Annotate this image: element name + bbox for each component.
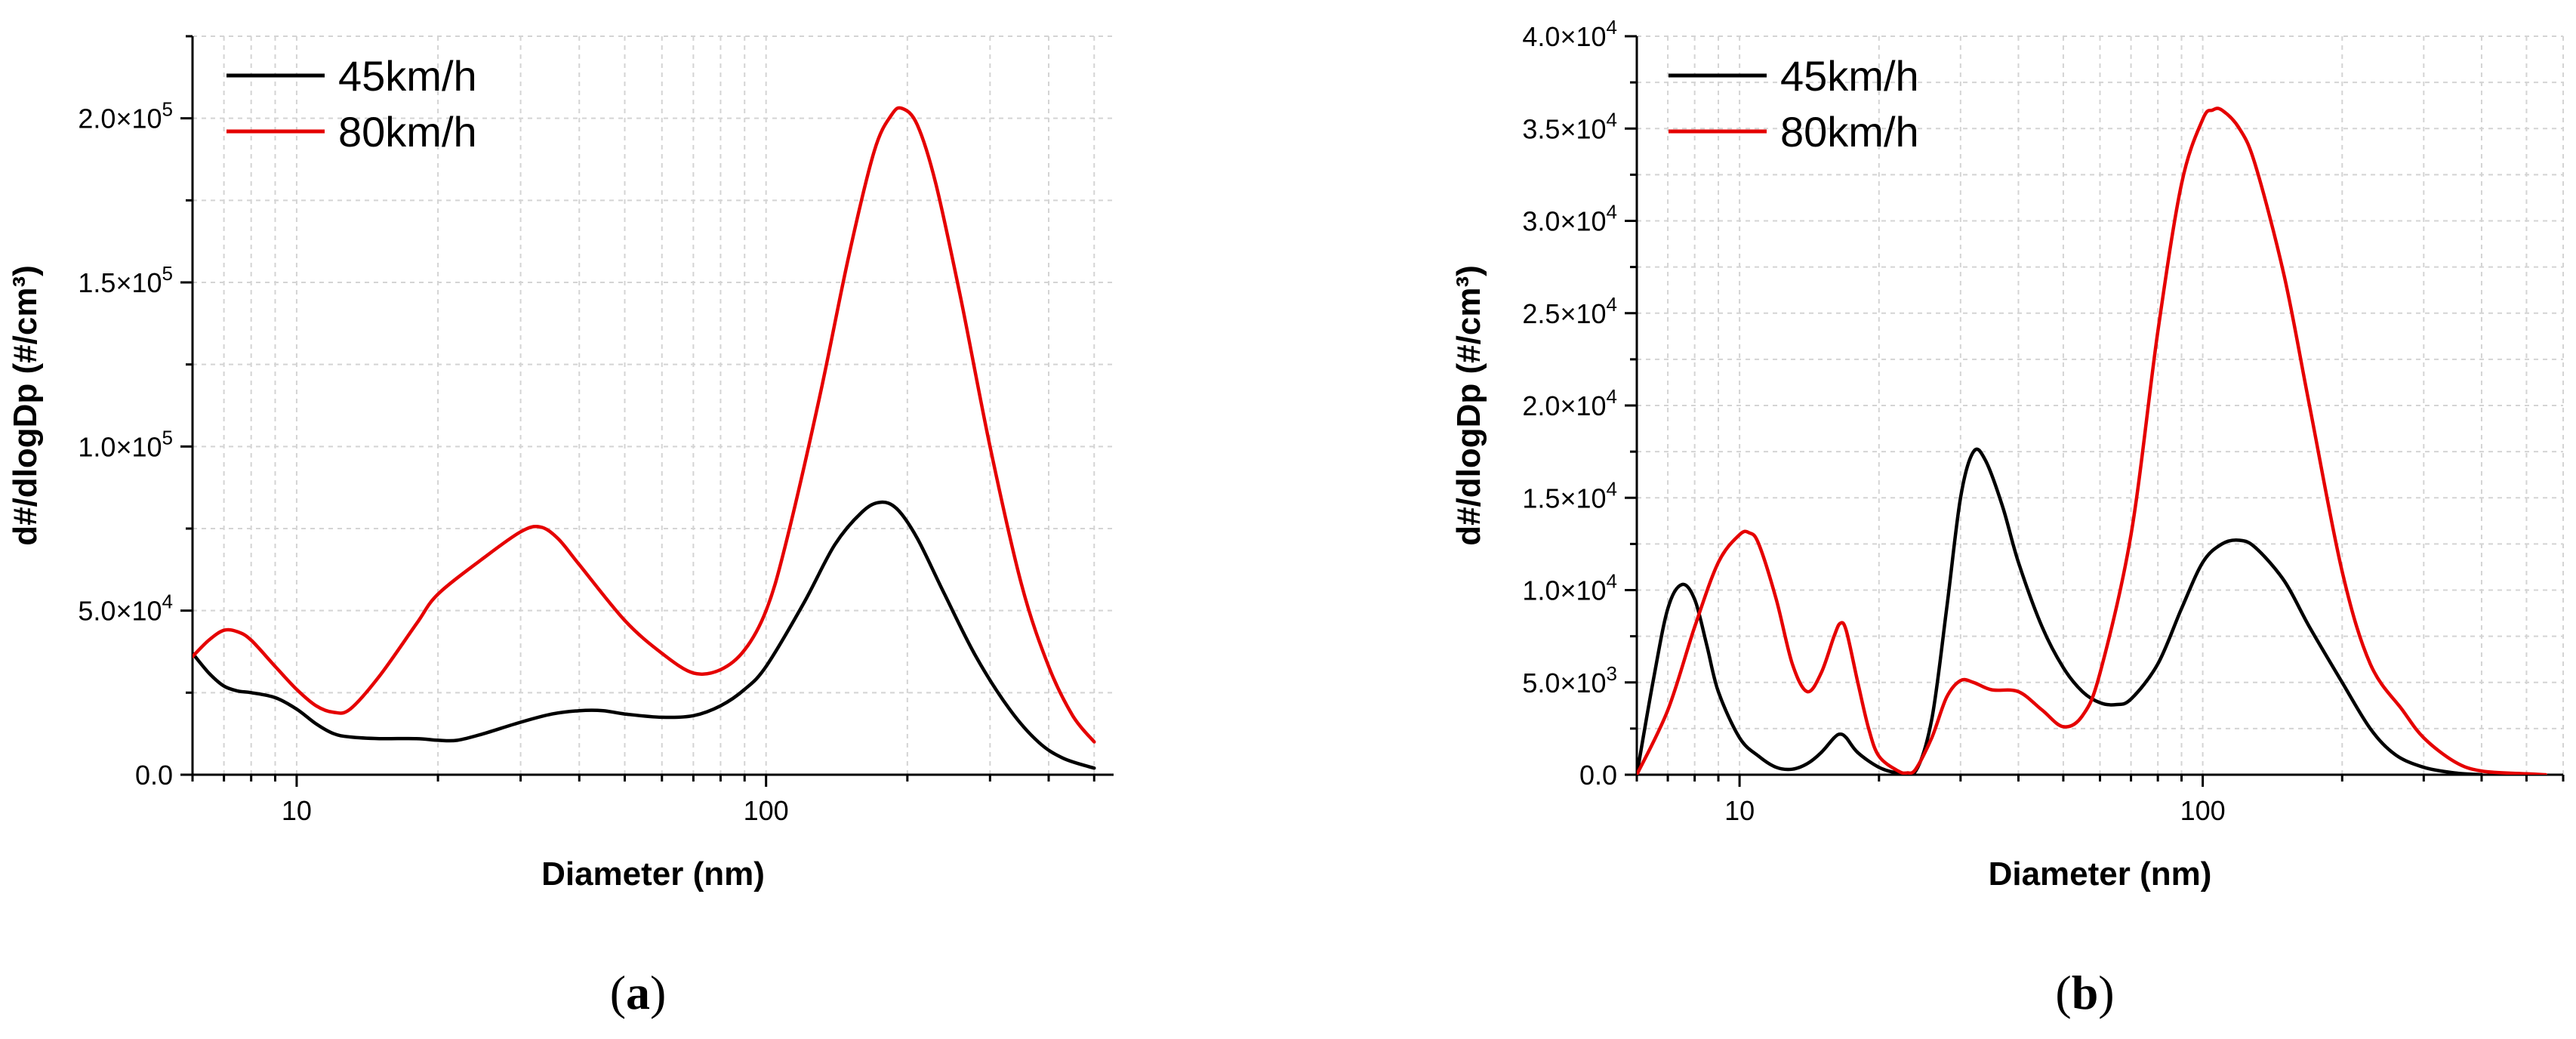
y-tick-label: 0.0 — [135, 760, 173, 791]
y-tick-label: 1.0×105 — [78, 426, 173, 462]
y-tick-label: 2.0×105 — [78, 98, 173, 134]
series-group — [1637, 106, 2548, 775]
y-tick-label: 5.0×103 — [1522, 662, 1617, 698]
panel-caption: (a) — [610, 966, 667, 1019]
legend-label: 45km/h — [1780, 52, 1919, 100]
y-tick-label: 0.0 — [1579, 760, 1617, 791]
panel-caption: (b) — [2055, 966, 2114, 1019]
series-group — [193, 106, 1096, 770]
y-tick-label: 1.0×104 — [1522, 570, 1617, 606]
y-axis-title: d#/dlogDp (#/cm³) — [7, 265, 44, 546]
series-line-45km/h — [193, 500, 1096, 770]
legend: 45km/h 80km/h — [1669, 52, 1919, 156]
x-axis-title: Diameter (nm) — [1989, 856, 2212, 893]
y-tick-label: 2.0×104 — [1522, 385, 1617, 421]
x-tick-label: 100 — [744, 795, 789, 826]
y-tick-label: 5.0×104 — [78, 590, 173, 627]
gridlines — [1636, 35, 2564, 775]
series-line-80km/h — [1637, 106, 2548, 775]
y-tick-label: 3.0×104 — [1522, 201, 1617, 237]
x-tick-label: 10 — [282, 795, 312, 826]
series-line-80km/h — [193, 106, 1096, 744]
y-tick-label: 1.5×105 — [78, 262, 173, 298]
y-tick-label: 4.0×104 — [1522, 16, 1617, 52]
legend: 45km/h 80km/h — [226, 52, 477, 156]
y-tick-label: 1.5×104 — [1522, 477, 1617, 513]
panel-b: 10 100 0.0 5.0×103 1.0×104 1.5×104 2.0×104 2.5×… — [1450, 16, 2565, 1019]
x-tick-label: 100 — [2180, 795, 2226, 826]
legend-label: 80km/h — [1780, 108, 1919, 156]
series-line-45km/h — [1637, 447, 2484, 775]
y-axis-title: d#/dlogDp (#/cm³) — [1450, 265, 1487, 546]
legend-label: 45km/h — [338, 52, 477, 100]
legend-label: 80km/h — [338, 108, 477, 156]
y-tick-label: 3.5×104 — [1522, 108, 1617, 144]
y-tick-label: 2.5×104 — [1522, 293, 1617, 329]
gridlines — [192, 35, 1114, 775]
x-axis-title: Diameter (nm) — [541, 856, 765, 893]
panel-a: 10 100 0.0 5.0×104 1.0×105 1.5×105 2.0×105 Diam… — [7, 35, 1114, 1019]
x-tick-label: 10 — [1724, 795, 1755, 826]
